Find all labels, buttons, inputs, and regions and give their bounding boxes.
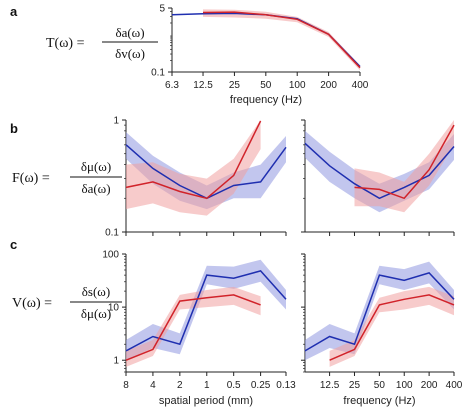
series-line-blue bbox=[304, 272, 455, 352]
x-tick-label: 25 bbox=[229, 80, 241, 91]
x-tick-label: 2 bbox=[177, 380, 183, 391]
x-tick-label: 100 bbox=[396, 380, 413, 391]
confidence-band-red bbox=[126, 286, 261, 367]
x-tick-label: 8 bbox=[123, 380, 129, 391]
series-line-blue bbox=[125, 270, 287, 352]
x-tick-label: 1 bbox=[204, 380, 210, 391]
series-line-red bbox=[202, 11, 361, 69]
series-line-red bbox=[354, 124, 455, 200]
equation-b-denominator: δa(ω) bbox=[81, 181, 110, 196]
x-tick-label: 6.3 bbox=[165, 80, 179, 91]
series-line-red bbox=[125, 294, 261, 361]
series-line-blue bbox=[304, 142, 455, 200]
chart-b_right bbox=[301, 119, 455, 236]
equation-a-numerator: δa(ω) bbox=[115, 25, 144, 40]
series-line-red bbox=[125, 120, 262, 200]
chart-c_left: 8 4 2 1 0.5 0.25 0.13 1 10 100 spatial period (mm) bbox=[102, 250, 296, 408]
y-tick-label: 100 bbox=[102, 250, 119, 261]
x-tick-label: 400 bbox=[352, 80, 369, 91]
x-axis-label: spatial period (mm) bbox=[159, 395, 253, 407]
chart-a: 6.3 12.5 25 50 100 200 400 0.1 5 frequency (Hz) bbox=[151, 4, 369, 107]
plots: 6.3 12.5 25 50 100 200 400 0.1 5 frequency (Hz) 0.… bbox=[102, 4, 462, 408]
equation-c-lhs: V(ω) = bbox=[12, 296, 52, 311]
x-tick-label: 12.5 bbox=[193, 80, 213, 91]
panel-letter-a: a bbox=[10, 4, 18, 19]
equation-b: F(ω) = δμ(ω) δa(ω) bbox=[12, 159, 122, 196]
x-tick-label: 200 bbox=[421, 380, 438, 391]
x-tick-label: 25 bbox=[349, 380, 361, 391]
x-tick-label: 12.5 bbox=[320, 380, 340, 391]
y-tick-label: 0.1 bbox=[151, 68, 165, 79]
x-tick-label: 0.5 bbox=[227, 380, 241, 391]
confidence-band-blue bbox=[305, 261, 454, 361]
panel-letter-c: c bbox=[10, 237, 17, 252]
equation-c-denominator: δμ(ω) bbox=[81, 306, 111, 321]
chart-c_right: 12.5 25 50 100 200 400 frequency (Hz) bbox=[301, 253, 463, 407]
x-axis-label: frequency (Hz) bbox=[230, 94, 302, 106]
series-line-red bbox=[329, 294, 455, 361]
equation-a: T(ω) = δa(ω) δv(ω) bbox=[46, 25, 158, 61]
y-tick-label: 1 bbox=[113, 116, 119, 127]
equation-a-denominator: δv(ω) bbox=[115, 46, 145, 61]
equation-c-numerator: δs(ω) bbox=[82, 284, 110, 299]
x-tick-label: 400 bbox=[446, 380, 463, 391]
x-tick-label: 100 bbox=[289, 80, 306, 91]
x-tick-label: 200 bbox=[320, 80, 337, 91]
x-tick-label: 50 bbox=[260, 80, 272, 91]
confidence-band-red bbox=[203, 9, 360, 71]
confidence-band-red bbox=[329, 286, 454, 367]
equation-c: V(ω) = δs(ω) δμ(ω) bbox=[12, 284, 122, 321]
panel-letter-b: b bbox=[10, 121, 18, 136]
y-tick-label: 1 bbox=[113, 356, 119, 367]
equation-b-numerator: δμ(ω) bbox=[81, 159, 111, 174]
confidence-band-red bbox=[126, 120, 261, 216]
confidence-band-blue bbox=[126, 259, 286, 361]
y-tick-label: 10 bbox=[108, 303, 120, 314]
equation-b-lhs: F(ω) = bbox=[12, 171, 50, 186]
chart-b_left: 0.11 bbox=[105, 116, 287, 239]
x-tick-label: 0.25 bbox=[251, 380, 271, 391]
x-axis-label: frequency (Hz) bbox=[343, 395, 415, 407]
x-tick-label: 4 bbox=[150, 380, 156, 391]
x-tick-label: 50 bbox=[374, 380, 386, 391]
x-tick-label: 0.13 bbox=[276, 380, 296, 391]
y-tick-label: 5 bbox=[159, 4, 165, 15]
equation-a-lhs: T(ω) = bbox=[46, 36, 85, 51]
y-tick-label: 0.1 bbox=[105, 228, 119, 239]
